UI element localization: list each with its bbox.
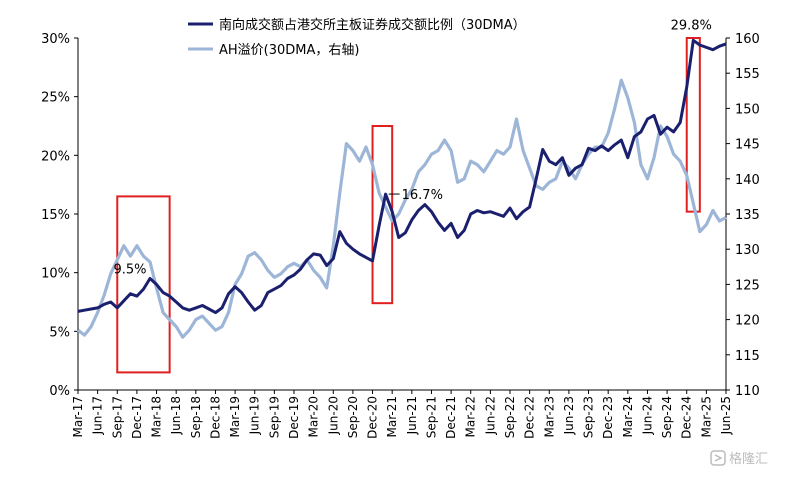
annotation-label: 16.7%: [402, 188, 443, 203]
y-left-tick-label: 5%: [49, 325, 70, 340]
y-right-tick-label: 140: [735, 173, 760, 188]
x-tick-label: Sep-19: [267, 396, 281, 438]
x-tick-label: Jun-24: [640, 396, 654, 435]
series-lines: [77, 38, 727, 339]
x-tick-label: Jun-17: [91, 396, 105, 435]
x-tick-label: Sep-18: [189, 396, 203, 438]
y-right-tick-label: 160: [735, 32, 760, 47]
annotation-label: 9.5%: [113, 263, 146, 278]
x-tick-label: Mar-19: [228, 396, 242, 437]
x-tick-label: Jun-20: [326, 396, 340, 435]
x-tick-label: Mar-21: [385, 396, 399, 437]
annotations: 9.5% 16.7% 29.8%: [113, 18, 711, 277]
x-tick-label: Mar-24: [621, 396, 635, 437]
highlight-box: [116, 195, 171, 374]
y-right-tick-label: 125: [735, 278, 760, 293]
annotation-label: 29.8%: [671, 18, 712, 33]
y-left-tick-label: 30%: [41, 32, 70, 47]
x-tick-label: Dec-18: [208, 396, 222, 439]
x-tick-label: Jun-23: [562, 396, 576, 435]
x-tick-label: Jun-18: [169, 396, 183, 435]
series-line-ah-premium: [77, 78, 727, 339]
legend-label-ah-premium: AH溢价(30DMA，右轴): [219, 43, 359, 58]
x-tick-label: Sep-17: [110, 396, 124, 438]
x-tick-label: Dec-19: [287, 396, 301, 439]
y-left-tick-label: 15%: [41, 208, 70, 223]
axes: 0% 5% 10% 15% 20% 25% 30% 110 115 120 125 130 135 140…: [41, 32, 760, 439]
legend: 南向成交额占港交所主板证券成交额比例（30DMA） AH溢价(30DMA，右轴): [188, 17, 526, 58]
x-tick-label: Sep-22: [503, 396, 517, 438]
x-tick-label: Sep-21: [424, 396, 438, 438]
series-line-southbound: [77, 38, 727, 315]
x-tick-label: Dec-22: [523, 396, 537, 439]
y-left-tick-label: 10%: [41, 267, 70, 282]
x-tick-label: Mar-18: [150, 396, 164, 437]
x-tick-label: Sep-23: [582, 396, 596, 438]
y-right-tick-label: 155: [735, 67, 760, 82]
x-tick-label: Jun-25: [719, 396, 733, 435]
x-tick-label: Mar-22: [464, 396, 478, 437]
y-right-tick-label: 145: [735, 138, 760, 153]
x-tick-label: Dec-20: [366, 396, 380, 439]
y-right-tick-label: 110: [735, 384, 760, 399]
x-tick-label: Dec-24: [680, 396, 694, 439]
gelonghui-logo-icon: [710, 450, 726, 466]
y-right-tick-label: 120: [735, 314, 760, 329]
watermark-text: 格隆汇: [729, 451, 768, 467]
x-tick-label: Mar-20: [307, 396, 321, 437]
y-left-tick-label: 0%: [49, 384, 70, 399]
legend-label-southbound: 南向成交额占港交所主板证券成交额比例（30DMA）: [219, 17, 526, 33]
x-tick-label: Dec-17: [130, 396, 144, 439]
x-tick-label: Sep-24: [660, 396, 674, 438]
x-tick-label: Dec-23: [601, 396, 615, 439]
y-right-tick-label: 130: [735, 243, 760, 258]
y-right-tick-label: 115: [735, 349, 760, 364]
x-tick-label: Jun-22: [483, 396, 497, 435]
watermark: 格隆汇: [710, 450, 768, 467]
highlight-boxes: [116, 37, 701, 374]
x-tick-label: Sep-20: [346, 396, 360, 438]
x-tick-label: Mar-25: [699, 396, 713, 437]
x-tick-label: Mar-17: [71, 396, 85, 437]
x-tick-label: Jun-19: [248, 396, 262, 435]
x-tick-label: Jun-21: [405, 396, 419, 435]
highlight-box: [685, 37, 701, 213]
x-tick-label: Mar-23: [542, 396, 556, 437]
x-tick-label: Dec-21: [444, 396, 458, 439]
y-right-tick-label: 150: [735, 102, 760, 117]
y-right-tick-label: 135: [735, 208, 760, 223]
y-left-tick-label: 25%: [41, 91, 70, 106]
y-left-tick-label: 20%: [41, 149, 70, 164]
